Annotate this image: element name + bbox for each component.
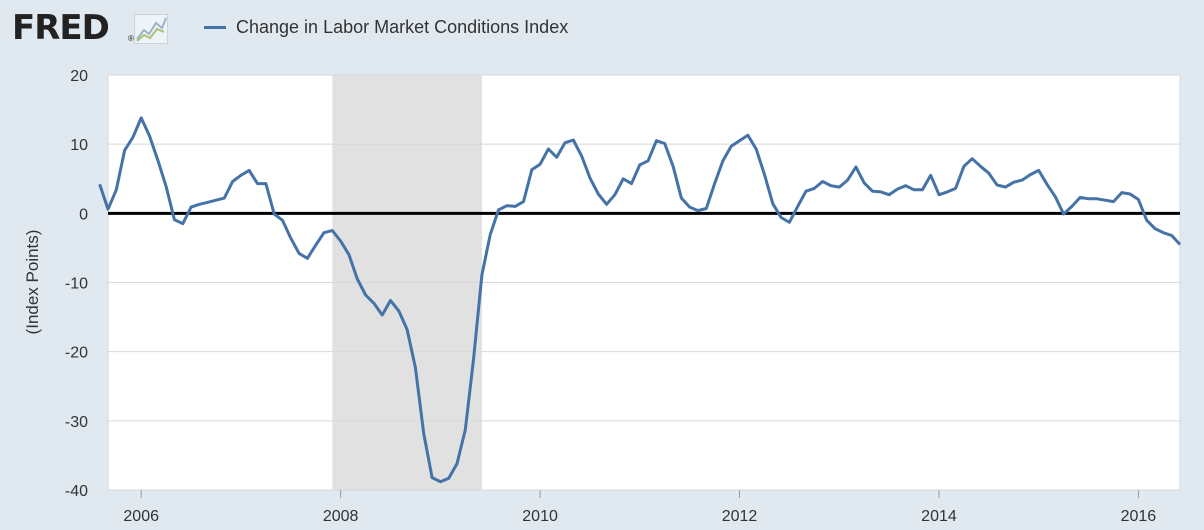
x-tick-label: 2006 [123,508,159,525]
x-tick-label: 2010 [522,508,558,525]
y-tick-label: -40 [65,483,88,500]
y-tick-label: -30 [65,414,88,431]
legend-swatch [204,26,226,29]
x-tick-label: 2016 [1121,508,1157,525]
y-tick-label: -20 [65,345,88,362]
legend-label: Change in Labor Market Conditions Index [236,17,569,37]
chart-header: FRED ® Change in Labor Market Conditions… [0,0,1204,60]
x-tick-label: 2014 [921,508,957,525]
y-axis-label: (Index Points) [23,230,42,335]
x-tick-layer: 2006 2008 2010 2012 2014 2016 [123,490,1156,525]
y-tick-label: 10 [70,137,88,154]
x-tick-label: 2008 [323,508,359,525]
fred-logo[interactable]: FRED [12,8,110,48]
registered-mark: ® [128,34,134,43]
chart-legend[interactable]: Change in Labor Market Conditions Index [204,17,568,38]
grid-layer [107,74,1181,491]
y-tick-label: 20 [70,68,88,85]
series-layer [98,116,1182,484]
series-line[interactable] [98,116,1182,484]
trend-graph-icon [134,14,168,44]
y-tick-label: 0 [79,206,88,223]
y-tick-label: -10 [65,276,88,293]
y-tick-layer: 20 10 0 -10 -20 -30 -40 [65,68,88,500]
x-tick-label: 2012 [722,508,758,525]
